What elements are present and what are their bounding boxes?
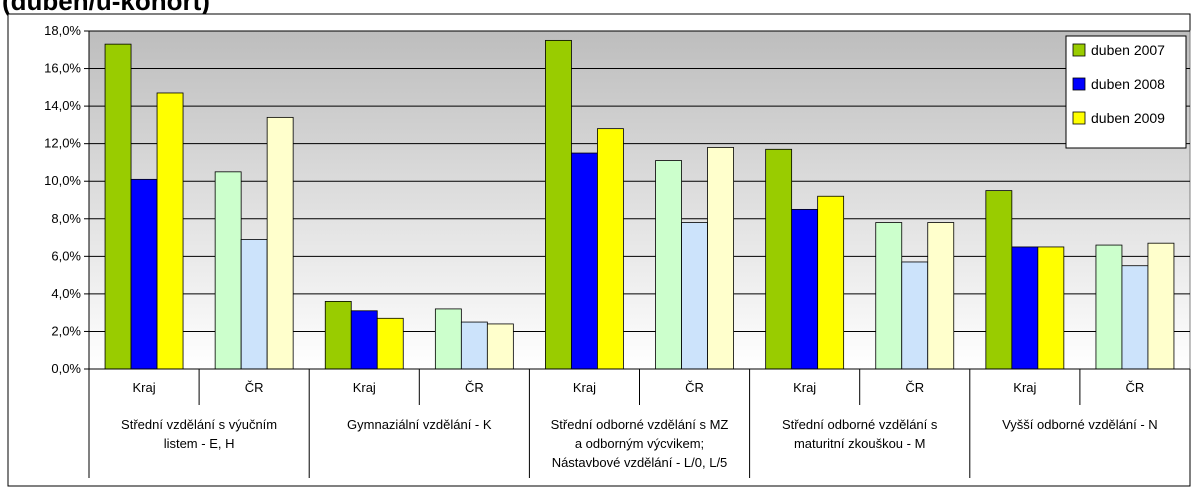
subcategory-label: ČR xyxy=(905,380,924,395)
chart-title: (duben/ü-kohort) xyxy=(2,0,210,16)
bar xyxy=(460,321,488,370)
bar xyxy=(707,147,734,370)
bar xyxy=(545,39,572,370)
group-label: Střední odborné vzdělání s xyxy=(782,417,938,432)
legend-label: duben 2007 xyxy=(1091,42,1165,58)
y-tick-label: 16,0% xyxy=(44,61,81,76)
bar xyxy=(901,261,929,370)
y-axis-ticks: 0,0% 2,0% 4,0% 6,0% 8,0% 10,0% 12,0% 14,0% 16,0%… xyxy=(44,23,89,376)
bar xyxy=(1095,244,1123,370)
legend-label: duben 2008 xyxy=(1091,76,1165,92)
legend-box xyxy=(1065,35,1187,149)
y-tick-label: 10,0% xyxy=(44,173,81,188)
subcategory-label: Kraj xyxy=(793,380,816,395)
group-label: Vyšší odborné vzdělání - N xyxy=(1002,417,1158,432)
subcategory-label: Kraj xyxy=(1013,380,1036,395)
bar xyxy=(324,300,352,370)
bar xyxy=(597,128,624,370)
legend: duben 2007 duben 2008 duben 2009 xyxy=(1065,35,1187,149)
legend-swatch xyxy=(1072,111,1086,125)
group-label: Nástavbové vzdělání - L/0, L/5 xyxy=(552,455,728,470)
subcategory-label: ČR xyxy=(1126,380,1145,395)
bar xyxy=(104,43,132,370)
subcategory-label: Kraj xyxy=(353,380,376,395)
bar xyxy=(1121,265,1149,370)
subcategory-label: ČR xyxy=(465,380,484,395)
bar xyxy=(350,310,378,370)
legend-swatch xyxy=(1072,77,1086,91)
bar xyxy=(1147,242,1175,370)
subcategory-label: Kraj xyxy=(132,380,155,395)
y-tick-label: 2,0% xyxy=(51,323,81,338)
y-tick-label: 6,0% xyxy=(51,248,81,263)
group-label: maturitní zkouškou - M xyxy=(794,436,926,451)
subcategory-label: Kraj xyxy=(573,380,596,395)
group-label: Gymnaziální vzdělání - K xyxy=(347,417,492,432)
bar xyxy=(376,317,404,370)
subcategory-label: ČR xyxy=(245,380,264,395)
bar xyxy=(434,308,462,370)
x-axis-labels: Kraj ČR Střední vzdělání s výučním listem -… xyxy=(88,369,1191,478)
bar xyxy=(985,190,1013,370)
bar xyxy=(571,152,598,370)
bar xyxy=(817,195,845,370)
bar xyxy=(266,116,294,370)
bar xyxy=(875,222,903,370)
y-tick-label: 0,0% xyxy=(51,361,81,376)
subcategory-label: ČR xyxy=(685,380,704,395)
y-tick-label: 18,0% xyxy=(44,23,81,38)
bar xyxy=(681,222,708,370)
bar xyxy=(240,239,268,370)
group-label: a odborným výcvikem; xyxy=(575,436,704,451)
bar xyxy=(791,208,819,370)
legend-label: duben 2009 xyxy=(1091,110,1165,126)
y-tick-label: 8,0% xyxy=(51,211,81,226)
bar xyxy=(1037,246,1065,370)
bar xyxy=(765,148,793,370)
bar xyxy=(1011,246,1039,370)
legend-swatch xyxy=(1072,43,1086,57)
bar xyxy=(156,92,184,370)
group-label: Střední vzdělání s výučním xyxy=(121,417,277,432)
bar xyxy=(927,222,955,370)
bar xyxy=(214,171,242,370)
y-tick-label: 12,0% xyxy=(44,136,81,151)
group-label: Střední odborné vzdělání s MZ xyxy=(551,417,729,432)
bar xyxy=(486,323,514,370)
bars xyxy=(104,39,1175,370)
group-label: listem - E, H xyxy=(164,436,235,451)
y-tick-label: 14,0% xyxy=(44,98,81,113)
bar xyxy=(130,178,158,370)
bar xyxy=(655,160,682,370)
y-tick-label: 4,0% xyxy=(51,286,81,301)
